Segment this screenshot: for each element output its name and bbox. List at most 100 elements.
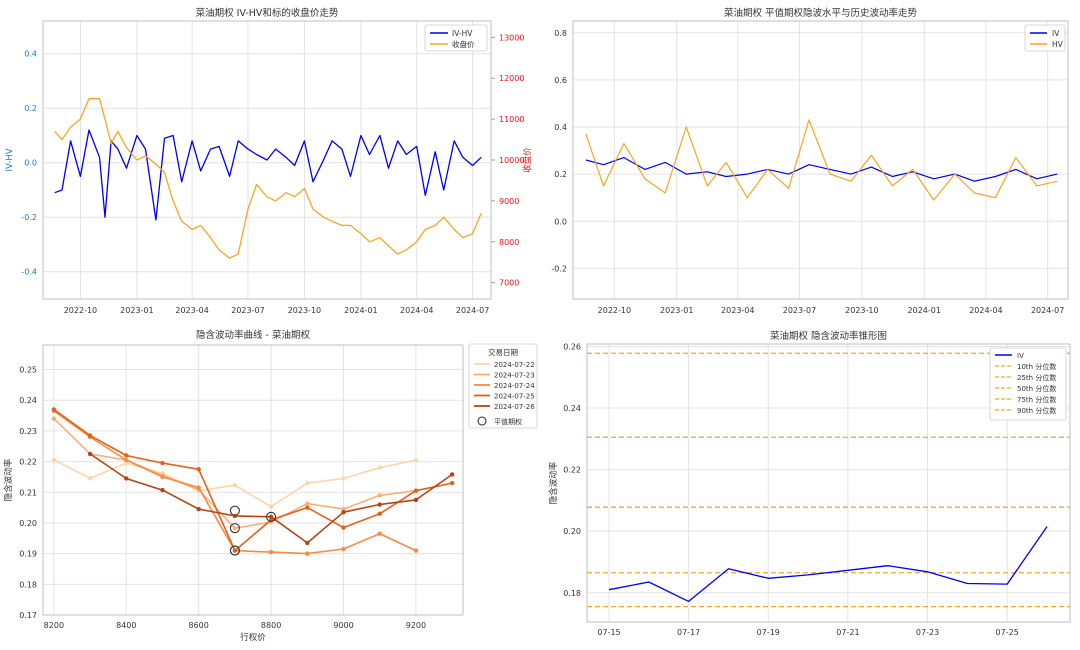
y-tick-label: 0.20 [19, 519, 37, 528]
smile-point [268, 504, 274, 509]
y-tick-label: 0.4 [554, 123, 567, 132]
x-tick-label: 8800 [261, 621, 281, 630]
smile-point [232, 483, 238, 488]
y2-tick-label: 11000 [499, 115, 524, 124]
series-line-hv [585, 119, 1058, 201]
smile-point [232, 548, 238, 553]
x-tick-label: 07-15 [597, 628, 620, 637]
y2-tick-label: 7000 [499, 279, 519, 288]
y2-axis-label: 收盘价 [522, 147, 533, 173]
plot-frame [572, 20, 1069, 300]
y-tick-label: -0.4 [21, 268, 37, 277]
series-line-iv [608, 526, 1048, 603]
smile-point [196, 506, 201, 512]
smile-point [87, 433, 93, 438]
smile-point [51, 416, 57, 421]
smile-point [305, 505, 310, 510]
y-tick-label: 0.2 [24, 104, 37, 113]
smile-point [305, 540, 310, 546]
y-tick-label: 0.24 [563, 404, 581, 413]
iv-hv-level-chart: 菜油期权 平值期权隐波水平与历史波动率走势 2022-10 2023-01 2023-… [551, 7, 1069, 315]
x-tick-label: 2024-01 [908, 306, 941, 315]
smile-point [341, 506, 346, 512]
x-tick-label: 2023-04 [175, 306, 208, 315]
y-tick-label: 0.26 [563, 342, 581, 351]
x-tick-label: 07-19 [757, 628, 780, 637]
y-tick-label: 0.18 [19, 580, 37, 589]
x-tick-label: 8200 [44, 621, 64, 630]
smile-point [124, 457, 129, 463]
smile-point [124, 476, 129, 481]
x-tick-label: 07-21 [836, 628, 859, 637]
legend-label: IV [1052, 29, 1060, 38]
smile-point [413, 457, 419, 463]
smile-point [160, 460, 165, 466]
y-tick-label: 0.25 [19, 366, 37, 375]
legend-box [468, 343, 538, 429]
x-tick-label: 8600 [189, 621, 209, 630]
smile-point [305, 551, 310, 556]
x-tick-label: 2024-04 [969, 306, 1002, 315]
iv-cone-chart: 菜油期权 隐含波动率锥形图 07-15 07-17 07-19 07-21 07-23 07… [548, 330, 1071, 637]
smile-point [377, 465, 382, 470]
iv-hv-chart: 菜油期权 IV-HV和标的收盘价走势 2022-10 2023-01 2023-04 2… [5, 7, 533, 315]
y-tick-label: 0.0 [554, 217, 567, 226]
legend-label: 10th 分位数 [1017, 362, 1056, 371]
legend-label: 2024-07-22 [494, 361, 535, 369]
smile-point [413, 488, 419, 493]
series-line-iv [585, 157, 1058, 182]
y-tick-label: 0.6 [554, 76, 567, 85]
smile-point [51, 457, 57, 463]
x-tick-label: 2023-07 [783, 306, 816, 315]
chart-title: 菜油期权 平值期权隐波水平与历史波动率走势 [724, 7, 918, 19]
legend-label: 90th 分位数 [1017, 406, 1056, 415]
y-tick-label: 0.17 [19, 611, 37, 620]
smile-point [341, 476, 346, 481]
plot-frame [586, 343, 1071, 623]
legend: 交易日期 2024-07-22 2024-07-23 2024-07-24 2024-0… [468, 343, 538, 429]
legend-label: HV [1052, 40, 1064, 49]
y-tick-label: 0.4 [24, 50, 37, 59]
legend-label: IV [1017, 352, 1024, 360]
smile-point [413, 497, 419, 503]
smile-point [160, 474, 165, 480]
legend-label: 2024-07-24 [494, 382, 535, 390]
legend-label: IV-HV [452, 29, 473, 38]
chart-title: 菜油期权 隐含波动率锥形图 [770, 330, 887, 342]
y2-tick-label: 12000 [499, 74, 524, 83]
x-tick-label: 2024-07 [456, 306, 489, 315]
smile-point [87, 475, 93, 481]
y-tick-label: -0.2 [21, 213, 37, 222]
iv-smile-chart: 隐含波动率曲线 - 菜油期权 8200 8400 8600 8800 9000 9200 0.… [3, 329, 538, 643]
y-tick-label: 0.0 [24, 159, 37, 168]
y-tick-label: 0.19 [19, 550, 37, 559]
plot-frame [42, 20, 492, 300]
y-tick-label: 0.18 [563, 589, 581, 598]
x-tick-label: 2024-07 [1031, 306, 1064, 315]
x-tick-label: 2022-10 [598, 306, 631, 315]
legend: IV HV [1024, 24, 1066, 52]
x-tick-label: 2023-10 [845, 306, 878, 315]
chart-title: 菜油期权 IV-HV和标的收盘价走势 [196, 7, 339, 19]
x-tick-label: 9200 [406, 621, 426, 630]
y-tick-label: 0.23 [19, 427, 37, 436]
x-tick-label: 2024-01 [344, 306, 377, 315]
y2-tick-label: 13000 [499, 33, 524, 42]
x-tick-label: 07-17 [677, 628, 700, 637]
x-tick-label: 2023-07 [231, 306, 264, 315]
x-tick-label: 2023-04 [721, 306, 754, 315]
x-tick-label: 07-25 [996, 628, 1019, 637]
y-axis-label: 隐含波动率 [3, 458, 14, 501]
smile-point [196, 485, 201, 490]
x-tick-label: 2024-04 [400, 306, 433, 315]
legend-label: 25th 分位数 [1017, 373, 1056, 382]
y-tick-label: 0.20 [563, 527, 581, 536]
smile-line [53, 408, 453, 552]
x-tick-label: 2023-01 [660, 306, 693, 315]
legend-label: 平值期权 [494, 417, 522, 426]
x-tick-label: 9000 [333, 621, 353, 630]
smile-point [232, 525, 238, 531]
x-tick-label: 2022-10 [64, 306, 97, 315]
smile-point [377, 493, 382, 498]
